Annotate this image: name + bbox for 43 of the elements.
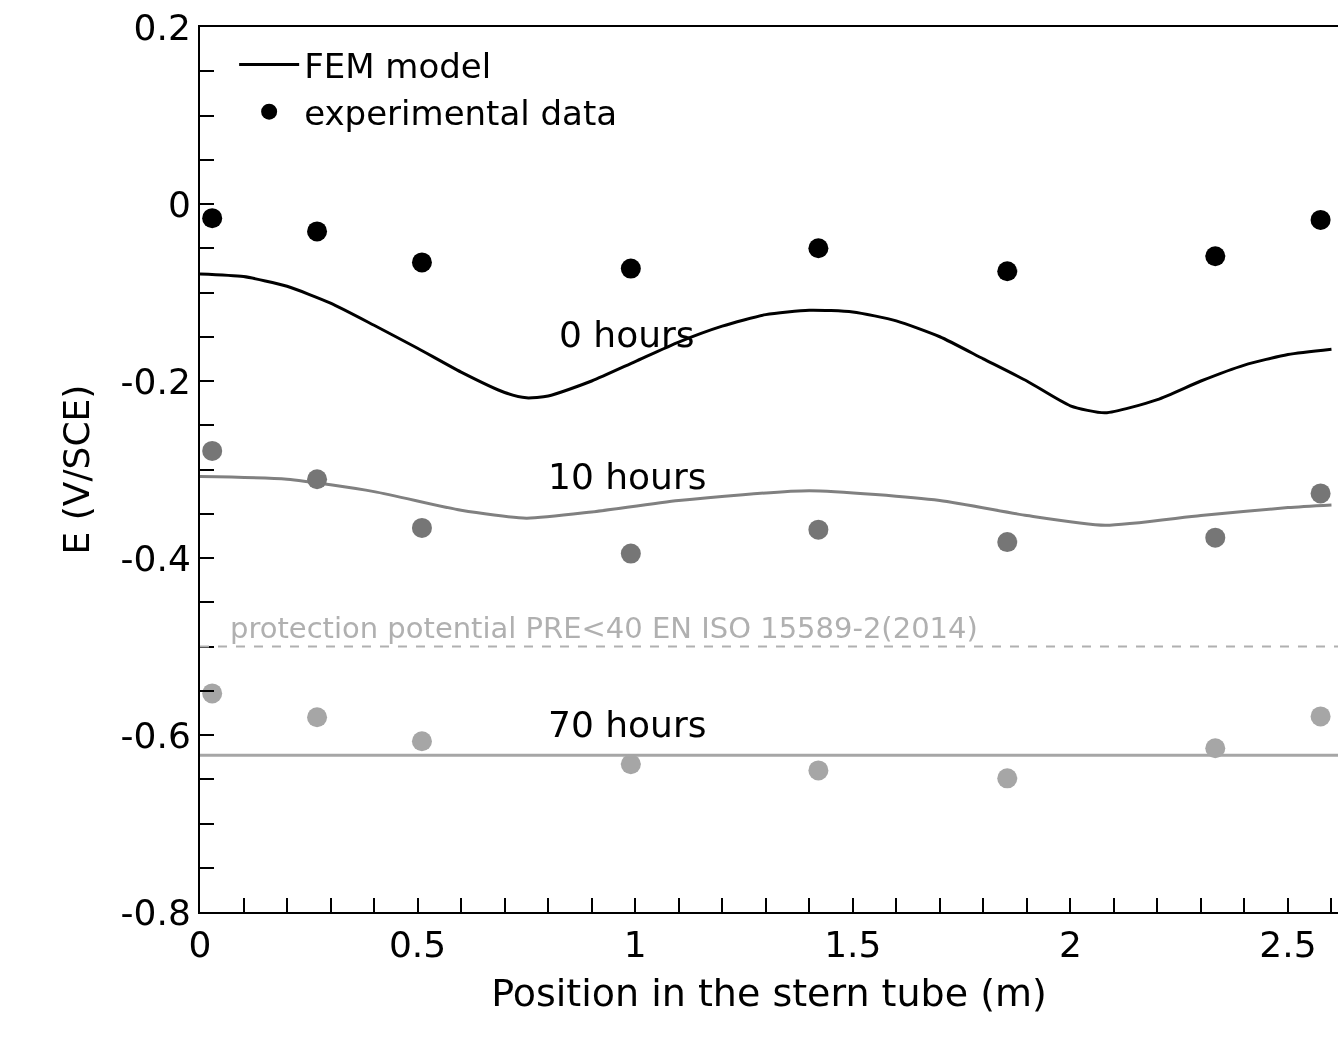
y-tick-label: -0.6	[120, 714, 191, 756]
x-tick-label: 2	[1058, 924, 1082, 966]
y-tick-label: -0.4	[120, 537, 191, 579]
x-tick-label: 2.5	[1259, 924, 1317, 966]
x-tick-label: 1	[623, 924, 647, 966]
annotation: 10 hours	[548, 456, 707, 497]
point	[997, 768, 1018, 789]
point	[1310, 706, 1331, 727]
point	[202, 683, 223, 704]
point	[1310, 209, 1331, 230]
point	[997, 261, 1018, 282]
point	[808, 238, 829, 259]
legend-label: FEM model	[304, 45, 492, 86]
point	[411, 517, 432, 538]
x-tick-label: 1.5	[824, 924, 882, 966]
legend-label: experimental data	[304, 92, 618, 133]
y-tick-label: 0	[167, 183, 191, 225]
point	[411, 252, 432, 273]
point	[307, 221, 328, 242]
y-axis-title: E (V/SCE)	[55, 384, 97, 555]
point	[411, 731, 432, 752]
y-tick-label: -0.2	[120, 360, 191, 402]
point	[620, 543, 641, 564]
y-tick-label: 0.2	[133, 6, 191, 48]
point	[620, 258, 641, 279]
point	[1205, 738, 1226, 759]
point	[307, 469, 328, 490]
point	[808, 760, 829, 781]
point	[1205, 246, 1226, 267]
point	[997, 532, 1018, 553]
point	[202, 440, 223, 461]
y-tick-label: -0.8	[120, 891, 191, 933]
annotation: 0 hours	[559, 314, 695, 355]
point	[202, 208, 223, 229]
annotation: 70 hours	[548, 704, 707, 745]
point	[1205, 527, 1226, 548]
x-tick-label: 0.5	[388, 924, 447, 966]
x-axis-title: Position in the stern tube (m)	[491, 970, 1047, 1015]
point	[307, 707, 328, 728]
point	[620, 754, 641, 775]
ref-line-label: protection potential PRE<40 EN ISO 15589-2(2014)	[230, 611, 978, 645]
point	[808, 519, 829, 540]
point	[1310, 483, 1331, 504]
